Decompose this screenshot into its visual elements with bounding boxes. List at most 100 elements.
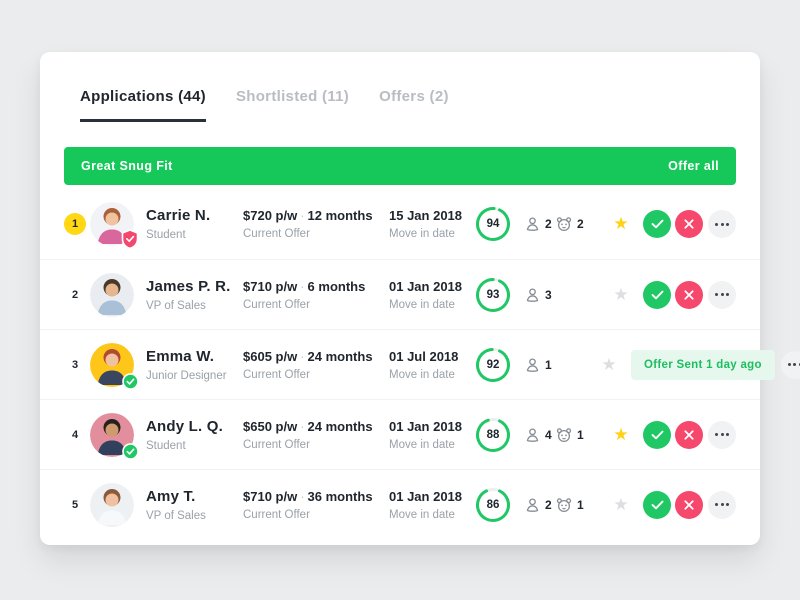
match-score-value: 88 <box>486 428 500 441</box>
move-in: 01 Jul 2018 Move in date <box>389 349 475 381</box>
ellipsis-icon <box>787 363 791 366</box>
rank-number: 3 <box>71 358 79 371</box>
cross-icon <box>684 289 694 300</box>
pet-icon <box>556 217 572 232</box>
avatar <box>90 202 139 249</box>
avatar <box>90 412 139 460</box>
tab-applications[interactable]: Applications (44) <box>80 88 206 122</box>
applicant-row[interactable]: 3 Emma W. Junior Designer <box>40 329 800 399</box>
verified-badge-icon <box>122 442 139 460</box>
rank-badge: 3 <box>64 354 86 376</box>
approve-button[interactable] <box>643 280 671 309</box>
avatar-image <box>90 272 134 317</box>
approve-button[interactable] <box>643 420 671 449</box>
offer-price: $650 p/w <box>243 418 298 434</box>
applicant-row[interactable]: 4 Andy L. Q. Student $650 <box>40 399 760 469</box>
reject-button[interactable] <box>675 490 703 519</box>
applicant-name: Andy L. Q. <box>146 417 223 435</box>
match-score-ring: 93 <box>475 277 511 313</box>
offer-label: Current Offer <box>243 368 310 381</box>
rank-number: 5 <box>71 498 79 511</box>
pets-stat: 2 <box>556 216 600 232</box>
more-options-button[interactable] <box>708 420 736 449</box>
match-score-value: 92 <box>486 358 500 371</box>
move-in: 01 Jan 2018 Move in date <box>389 489 475 521</box>
match-score-ring: 92 <box>475 347 511 383</box>
tab-bar: Applications (44) Shortlisted (11) Offer… <box>40 52 760 122</box>
check-icon <box>651 219 663 229</box>
price-duration-separator: · <box>300 488 305 504</box>
person-icon <box>526 357 539 372</box>
offer-duration: 6 months <box>307 278 366 294</box>
star-icon[interactable]: ★ <box>613 424 629 444</box>
great-snug-fit-banner: Great Snug Fit Offer all <box>64 147 736 185</box>
verified-badge-icon <box>122 372 139 390</box>
move-in-date: 01 Jul 2018 <box>389 348 459 364</box>
reject-button[interactable] <box>675 420 703 449</box>
occupants-stat: 2 <box>525 216 556 232</box>
applicant-name: Emma W. <box>146 347 215 365</box>
price-duration-separator: · <box>300 348 305 364</box>
move-in: 15 Jan 2018 Move in date <box>389 208 475 240</box>
more-options-button[interactable] <box>708 490 736 519</box>
rank-badge: 2 <box>64 284 86 306</box>
more-options-button[interactable] <box>708 280 736 309</box>
tab-offers[interactable]: Offers (2) <box>379 88 449 105</box>
person-icon <box>526 287 539 302</box>
approve-button[interactable] <box>643 490 671 519</box>
more-options-button[interactable] <box>780 350 800 379</box>
reject-button[interactable] <box>675 280 703 309</box>
move-in-label: Move in date <box>389 438 455 451</box>
more-options-button[interactable] <box>708 210 736 238</box>
offer-duration: 36 months <box>307 488 373 504</box>
offer-all-button[interactable]: Offer all <box>668 159 719 173</box>
approve-button[interactable] <box>643 210 671 238</box>
cross-icon <box>684 499 694 510</box>
price-duration-separator: · <box>300 278 305 294</box>
offer-label: Current Offer <box>243 298 310 311</box>
applicant-identity: Carrie N. Student <box>146 207 243 241</box>
move-in-label: Move in date <box>389 298 455 311</box>
star-icon[interactable]: ★ <box>601 354 617 374</box>
pets-count: 2 <box>577 217 584 231</box>
occupants-stat: 2 <box>525 497 556 513</box>
offer-terms: $605 p/w · 24 months Current Offer <box>243 349 389 381</box>
star-icon[interactable]: ★ <box>613 214 629 233</box>
occupants-count: 2 <box>545 217 552 231</box>
applicant-row[interactable]: 1 Carrie N. Student $720 p <box>40 189 760 259</box>
price-duration-separator: · <box>300 418 305 434</box>
move-in-label: Move in date <box>389 228 455 240</box>
offer-terms: $720 p/w · 12 months Current Offer <box>243 208 389 240</box>
tab-shortlisted[interactable]: Shortlisted (11) <box>235 88 350 105</box>
star-icon[interactable]: ★ <box>613 284 629 304</box>
move-in-date: 01 Jan 2018 <box>389 488 463 504</box>
avatar-image <box>90 342 134 387</box>
person-icon <box>526 427 539 442</box>
match-score-value: 94 <box>486 218 500 230</box>
applicant-role: VP of Sales <box>146 509 206 522</box>
move-in-date: 01 Jan 2018 <box>389 278 463 294</box>
rank-number: 4 <box>71 428 79 441</box>
rank-number: 2 <box>71 288 79 301</box>
offer-price: $605 p/w <box>243 348 298 364</box>
avatar-image <box>90 202 134 246</box>
applicant-row[interactable]: 2 James P. R. VP of Sales <box>40 259 760 329</box>
rank-badge: 1 <box>64 213 86 235</box>
applicant-row[interactable]: 5 Amy T. VP of Sales $710 <box>40 469 760 539</box>
rank-badge: 5 <box>64 494 86 516</box>
avatar <box>90 482 134 527</box>
person-icon <box>526 497 539 512</box>
shield-badge-icon <box>121 229 139 249</box>
occupants-count: 3 <box>545 287 552 302</box>
offer-duration: 24 months <box>307 348 373 364</box>
applicant-role: Student <box>146 229 186 241</box>
applicant-role: Student <box>146 439 186 452</box>
applicant-identity: Andy L. Q. Student <box>146 418 243 452</box>
occupants-count: 1 <box>545 357 552 372</box>
ellipsis-icon <box>715 503 718 506</box>
offer-duration: 24 months <box>307 418 373 434</box>
reject-button[interactable] <box>675 210 703 238</box>
star-icon[interactable]: ★ <box>613 494 629 514</box>
move-in-date: 01 Jan 2018 <box>389 418 463 434</box>
check-icon <box>651 430 663 439</box>
